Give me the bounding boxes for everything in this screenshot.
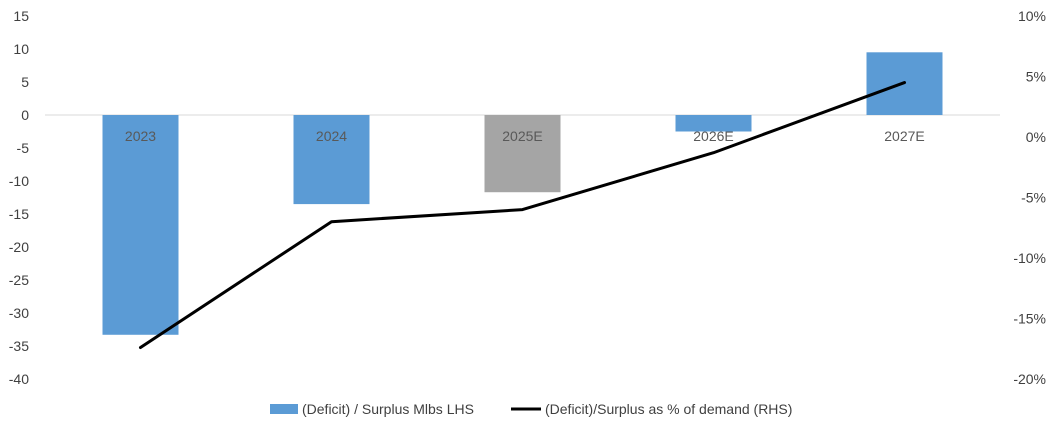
right-tick-label: -10% — [1013, 250, 1046, 266]
category-label: 2026E — [693, 128, 733, 144]
right-tick-label: -20% — [1013, 371, 1046, 387]
category-label: 2024 — [316, 128, 347, 144]
left-tick-label: 5 — [21, 74, 29, 90]
category-labels: 2023 2024 2025E 2026E 2027E — [125, 128, 925, 144]
category-label: 2027E — [884, 128, 924, 144]
right-tick-label: 5% — [1026, 69, 1046, 85]
bar-2023 — [102, 115, 179, 335]
bar-2025E — [484, 115, 561, 193]
right-tick-label: -5% — [1021, 190, 1046, 206]
right-axis: 10% 5% 0% -5% -10% -15% -20% — [1013, 8, 1046, 387]
left-tick-label: -5 — [17, 140, 30, 156]
bar-series — [102, 52, 943, 335]
left-tick-label: -40 — [9, 371, 29, 387]
left-tick-label: 15 — [13, 8, 29, 24]
right-tick-label: 0% — [1026, 129, 1046, 145]
category-label: 2023 — [125, 128, 156, 144]
left-tick-label: -25 — [9, 272, 29, 288]
legend: (Deficit) / Surplus Mlbs LHS (Deficit)/Su… — [270, 401, 792, 417]
left-tick-label: -15 — [9, 206, 29, 222]
bar-2026E — [675, 115, 752, 132]
left-tick-label: -35 — [9, 338, 29, 354]
left-tick-label: -10 — [9, 173, 29, 189]
legend-line-label: (Deficit)/Surplus as % of demand (RHS) — [545, 401, 792, 417]
left-tick-label: 0 — [21, 107, 29, 123]
left-axis: 15 10 5 0 -5 -10 -15 -20 -25 -30 -35 -40 — [9, 8, 29, 387]
left-tick-label: -30 — [9, 305, 29, 321]
left-tick-label: -20 — [9, 239, 29, 255]
right-tick-label: 10% — [1018, 8, 1046, 24]
line-series — [139, 81, 906, 350]
category-label: 2025E — [502, 128, 542, 144]
legend-bar-label: (Deficit) / Surplus Mlbs LHS — [302, 401, 474, 417]
bar-2024 — [293, 115, 370, 205]
legend-bar-swatch — [270, 404, 298, 414]
left-tick-label: 10 — [13, 41, 29, 57]
right-tick-label: -15% — [1013, 311, 1046, 327]
